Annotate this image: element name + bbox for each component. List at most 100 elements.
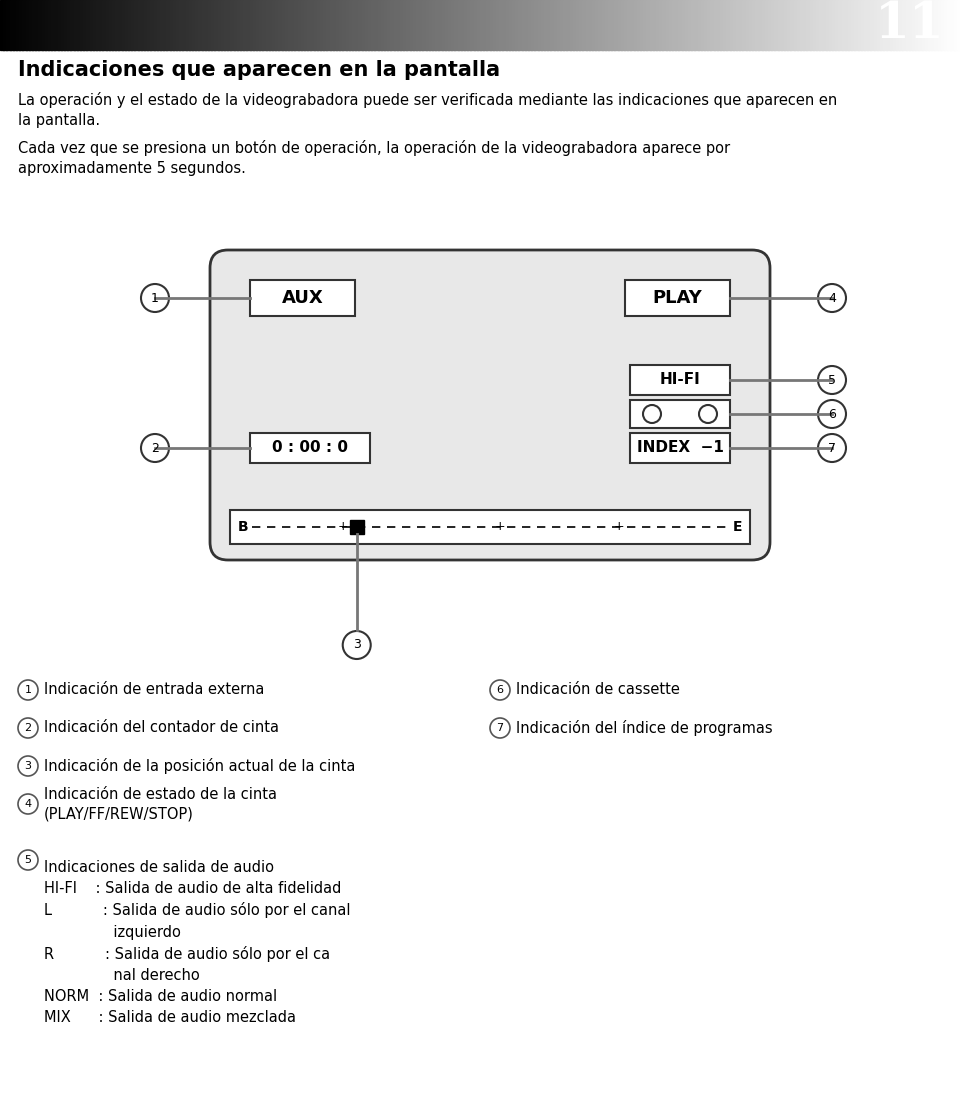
Bar [730, 0, 733, 50]
Bar [720, 0, 724, 50]
Bar [698, 0, 702, 50]
Bar [77, 0, 81, 50]
Bar [586, 0, 589, 50]
Bar [780, 0, 785, 50]
Bar [569, 0, 574, 50]
Text: +: + [337, 520, 348, 533]
Bar [343, 0, 347, 50]
Bar [394, 0, 397, 50]
Bar [560, 0, 564, 50]
Text: 6: 6 [496, 685, 503, 695]
Bar [170, 0, 174, 50]
Bar [192, 0, 196, 50]
Bar [564, 0, 567, 50]
Bar [420, 0, 423, 50]
Bar [660, 0, 663, 50]
Bar [778, 0, 781, 50]
Bar [160, 0, 164, 50]
Bar [444, 0, 449, 50]
Bar [243, 0, 248, 50]
Bar [291, 0, 296, 50]
Bar [189, 0, 193, 50]
Bar [598, 0, 603, 50]
Bar [377, 0, 382, 50]
Bar [281, 0, 286, 50]
Bar [492, 0, 497, 50]
Bar [922, 0, 925, 50]
Bar [490, 0, 493, 50]
Bar [518, 0, 522, 50]
Text: PLAY: PLAY [653, 289, 703, 307]
Bar [509, 0, 513, 50]
Bar [717, 0, 721, 50]
Bar [391, 0, 395, 50]
Bar [358, 0, 363, 50]
Bar [199, 0, 203, 50]
Bar [442, 0, 445, 50]
Bar [790, 0, 795, 50]
Bar [151, 0, 155, 50]
Bar [809, 0, 814, 50]
Bar [701, 0, 705, 50]
Bar [682, 0, 685, 50]
Bar [483, 0, 488, 50]
Bar [835, 0, 839, 50]
Bar [3, 0, 8, 50]
Bar [948, 0, 951, 50]
Bar [96, 0, 100, 50]
Bar [122, 0, 126, 50]
Bar [333, 0, 337, 50]
Bar [953, 0, 958, 50]
Bar [163, 0, 167, 50]
Bar [852, 0, 855, 50]
Text: 1: 1 [25, 685, 32, 695]
Bar [329, 0, 334, 50]
Bar [12, 0, 17, 50]
Bar [883, 0, 887, 50]
Bar [694, 0, 699, 50]
Text: 4: 4 [24, 799, 32, 809]
Bar [928, 0, 932, 50]
Bar [448, 0, 452, 50]
Text: 2: 2 [151, 442, 159, 454]
FancyBboxPatch shape [630, 433, 730, 463]
Bar [605, 0, 609, 50]
Text: Indicación de estado de la cinta
(PLAY/FF/REW/STOP): Indicación de estado de la cinta (PLAY/F… [44, 787, 277, 821]
Bar [765, 0, 769, 50]
Bar [521, 0, 526, 50]
Bar [547, 0, 551, 50]
Bar [185, 0, 190, 50]
Bar [864, 0, 868, 50]
Bar [112, 0, 116, 50]
Text: Indicaciones de salida de audio
HI-FI    : Salida de audio de alta fidelidad
L  : Indicaciones de salida de audio HI-FI : … [44, 860, 350, 1024]
Bar [531, 0, 536, 50]
Bar [80, 0, 84, 50]
Bar [368, 0, 372, 50]
Bar [592, 0, 596, 50]
Bar [156, 0, 161, 50]
Bar [538, 0, 541, 50]
Bar [768, 0, 772, 50]
Bar [204, 0, 209, 50]
Bar [362, 0, 366, 50]
Bar [554, 0, 558, 50]
Bar [182, 0, 186, 50]
Bar [723, 0, 728, 50]
Bar [893, 0, 897, 50]
Bar [579, 0, 584, 50]
Bar [278, 0, 282, 50]
Bar [832, 0, 836, 50]
Bar [7, 0, 11, 50]
Text: Indicación de la posición actual de la cinta: Indicación de la posición actual de la c… [44, 758, 355, 775]
Bar [272, 0, 276, 50]
Bar [931, 0, 935, 50]
Bar [202, 0, 205, 50]
Bar [422, 0, 426, 50]
Bar [99, 0, 104, 50]
Bar [800, 0, 804, 50]
Bar [602, 0, 606, 50]
Text: Cada vez que se presiona un botón de operación, la operación de la videograbador: Cada vez que se presiona un botón de ope… [18, 140, 731, 176]
Bar [823, 0, 827, 50]
Bar [403, 0, 407, 50]
Bar [634, 0, 637, 50]
